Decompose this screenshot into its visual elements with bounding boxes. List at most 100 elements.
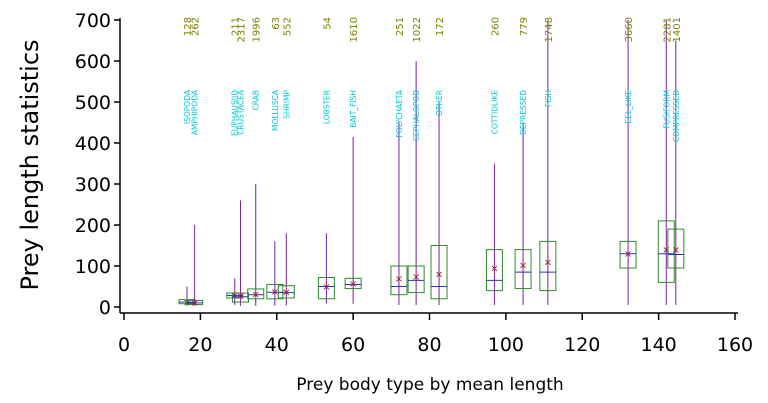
box-group: × SHRIMP 552 [277,17,295,306]
x-tick-label: 0 [118,334,130,356]
mean-marker: × [349,279,357,290]
category-label: DEPRESSED [519,90,528,135]
mean-marker: × [231,291,239,302]
category-label: AMPHIPODA [191,89,200,135]
count-label: 1401 [672,17,683,42]
count-label: 262 [191,17,202,36]
category-label: OTHER [435,90,444,116]
category-label: EUPHAUSIID [231,90,240,136]
x-tick-label: 160 [717,334,753,356]
x-axis-title: Prey body type by mean length [296,375,563,395]
category-label: FISH [544,90,553,107]
box-group: × MOLLUSCA 63 [266,17,284,306]
mean-marker: × [282,287,290,298]
y-tick-label: 100 [75,256,111,278]
count-label: 1610 [349,17,360,42]
box-group: × OTHER 172 [430,17,448,305]
plot-area: × ISOPODA 128 × AMPHIPODA 262 × EUPHAUSIID 211 × C… [178,17,685,309]
box-group: × LOBSTER 54 [317,17,335,304]
count-label: 260 [490,17,501,36]
box-group: × EEL_LIKE 3660 [619,17,637,305]
box-group: × COTTIDLIKE 260 [485,17,503,305]
box-rect [667,228,685,269]
count-label: 1996 [252,17,263,42]
count-label: 2281 [662,17,673,42]
box-group: × AMPHIPODA 262 [186,17,204,309]
mean-marker: × [322,282,330,293]
count-label: 251 [395,17,406,36]
count-label: 552 [282,17,293,36]
count-label: 211 [231,17,242,36]
box-group: × CRAB 1996 [247,17,265,306]
box-rect [539,240,557,292]
box-group: × BAIT_FISH 1610 [344,17,362,304]
mean-marker: × [190,298,198,309]
box-group: × FISH 1748 [539,17,557,305]
box-rect [430,245,448,300]
count-label: 779 [519,17,530,36]
mean-marker: × [519,261,527,272]
box-rect [277,285,295,299]
x-tick-label: 60 [341,334,365,356]
x-tick-label: 20 [188,334,212,356]
category-label: POLYCHAETA [395,89,404,138]
category-label: CRUSTACEA [236,89,245,135]
x-tick-label: 140 [640,334,676,356]
box-rect [231,292,249,303]
box-group: × DEPRESSED 779 [514,17,532,305]
mean-marker: × [252,289,260,300]
category-label: EEL_LIKE [624,90,633,124]
count-label: 1022 [412,17,423,42]
box-rect [344,277,362,290]
box-rect [485,249,503,292]
mean-marker: × [672,245,680,256]
category-label: ISOPODA [183,89,192,124]
category-label: FUSIFORM [662,90,671,129]
box-group: × CRUSTACEA 2317 [231,17,249,306]
mean-marker: × [662,245,670,256]
x-tick-label: 40 [265,334,289,356]
category-label: CEPHALOPOD [412,90,421,142]
category-label: MOLLUSCA [271,89,280,131]
mean-marker: × [435,270,443,281]
box-group: × COMPRESSED 1401 [667,17,685,305]
category-label: COMPRESSED [672,90,681,142]
box-group: × CEPHALOPOD 1022 [407,17,425,305]
y-tick-label: 300 [75,174,111,196]
box-group: × POLYCHAETA 251 [390,17,408,305]
y-tick-label: 200 [75,215,111,237]
count-label: 172 [435,17,446,36]
mean-marker: × [624,249,632,260]
box-group: × ISOPODA 128 [178,17,196,309]
box-rect [247,288,265,300]
mean-marker: × [395,274,403,285]
count-label: 128 [183,17,194,36]
category-label: COTTIDLIKE [490,90,499,134]
x-tick-label: 120 [564,334,600,356]
count-label: 3660 [624,17,635,42]
category-label: LOBSTER [322,90,331,124]
x-tick-label: 80 [417,334,441,356]
y-tick-label: 700 [75,10,111,32]
mean-marker: × [236,291,244,302]
category-label: SHRIMP [282,90,291,119]
box-group: × FUSIFORM 2281 [657,17,675,305]
count-label: 63 [271,17,282,30]
box-rect [266,283,284,300]
count-label: 2317 [236,17,247,42]
x-tick-label: 100 [488,334,524,356]
box-rect [619,240,637,269]
y-tick-label: 400 [75,133,111,155]
box-group: × EUPHAUSIID 211 [226,17,244,305]
y-tick-label: 500 [75,92,111,114]
y-tick-label: 0 [99,297,111,319]
y-tick-label: 600 [75,51,111,73]
mean-marker: × [271,287,279,298]
mean-marker: × [544,257,552,268]
axes: 0 100 200 300 400 500 600 700 0 20 40 60 80 100 120 140… [75,10,753,356]
box-rect [657,220,675,283]
box-rect [514,249,532,290]
mean-marker: × [490,264,498,275]
y-axis-title: Prey length statistics [16,39,44,290]
